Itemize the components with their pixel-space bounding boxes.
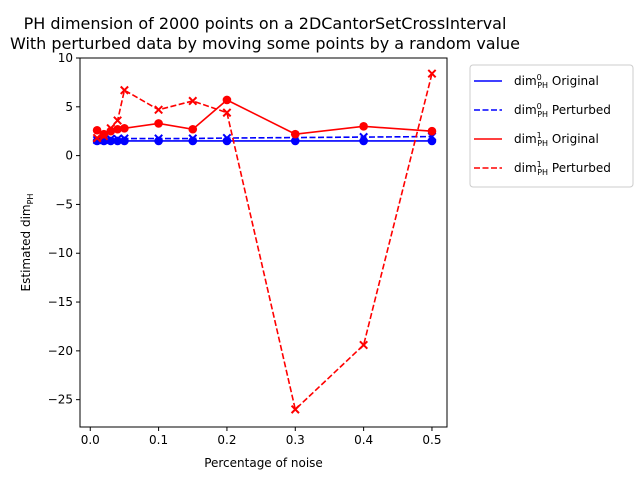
y-tick-label: −5 [55,197,73,211]
legend-label-0: dim0 PH Original [514,73,599,90]
legend-label-3: dim1 PH Perturbed [514,160,611,177]
series-point-2 [290,129,300,139]
legend-label-1: dim0 PH Perturbed [514,102,611,119]
series-point-2 [120,123,129,133]
legend-label-sub: PH [537,110,548,119]
series-point-2 [427,126,437,136]
series-point-1 [106,134,116,144]
series-point-1 [154,134,164,143]
series-layer [92,69,437,414]
series-point-3 [188,96,198,106]
chart-subtitle: With perturbed data by moving some point… [10,34,520,53]
y-axis-label: Estimated dimPH [19,194,35,292]
series-point-1 [188,134,198,143]
legend-label-sub: PH [537,81,548,90]
series-line-3 [96,73,433,411]
series-point-2 [154,119,163,128]
x-tick-label: 0.3 [286,433,305,447]
x-tick-label: 0.0 [81,433,100,447]
series-point-3 [120,85,129,95]
series-point-2 [92,125,102,135]
legend-label-sub: PH [537,168,548,177]
legend-label-suffix: Perturbed [548,161,611,175]
x-tick-label: 0.5 [422,433,441,447]
legend-label-base: dim [514,74,537,88]
y-tick-label: −25 [48,393,73,407]
series-point-3 [154,105,164,115]
y-axis-label-base: Estimated dim [19,204,33,291]
series-point-3 [106,123,116,133]
series-point-3 [92,133,102,143]
series-point-3 [427,69,437,79]
x-tick-label: 0.1 [149,433,168,447]
legend-label-suffix: Original [548,132,599,146]
series-point-3 [222,108,232,118]
series-point-3 [359,340,369,350]
series-line-2 [96,99,433,136]
series-point-2 [222,95,232,105]
series-point-2 [113,124,122,134]
y-tick-label: 0 [65,149,73,163]
y-tick-label: 5 [65,100,73,114]
legend-label-suffix: Perturbed [548,103,611,117]
x-tick-label: 0.4 [354,433,373,447]
legend-frame [469,64,634,188]
y-axis-label-sub: PH [26,194,35,205]
legend-label-suffix: Original [548,74,599,88]
y-tick-label: −10 [48,246,73,260]
y-tick-label: −20 [48,344,73,358]
y-tick-label: −15 [48,295,73,309]
tick-layer: 0.0 0.1 0.2 0.3 0.4 0.5 10 5 0 −5 −10 −15 −20 −25 [48,51,442,447]
legend-label-sub: PH [537,139,548,148]
series-point-2 [359,122,368,131]
legend-label-base: dim [514,132,537,146]
series-point-3 [290,405,300,414]
legend-label-2: dim1 PH Original [514,131,599,148]
legend-label-sup: 0 [537,73,542,82]
series-point-1 [120,134,129,143]
series-point-3 [99,131,109,141]
series-point-2 [188,124,198,134]
legend-label-sup: 0 [537,102,542,111]
series-point-1 [359,132,369,142]
chart-title: PH dimension of 2000 points on a 2DCanto… [24,14,507,33]
legend-label-base: dim [514,161,537,175]
x-axis-label: Percentage of noise [204,456,323,470]
x-tick-label: 0.2 [217,433,236,447]
legend-label-sup: 1 [537,160,542,169]
legend-label-sup: 1 [537,131,542,140]
series-point-3 [113,116,122,125]
series-line-1 [97,135,432,141]
series-point-1 [222,133,232,143]
legend-label-base: dim [514,103,537,117]
y-tick-label: 10 [58,51,73,65]
plot-frame [79,57,448,428]
